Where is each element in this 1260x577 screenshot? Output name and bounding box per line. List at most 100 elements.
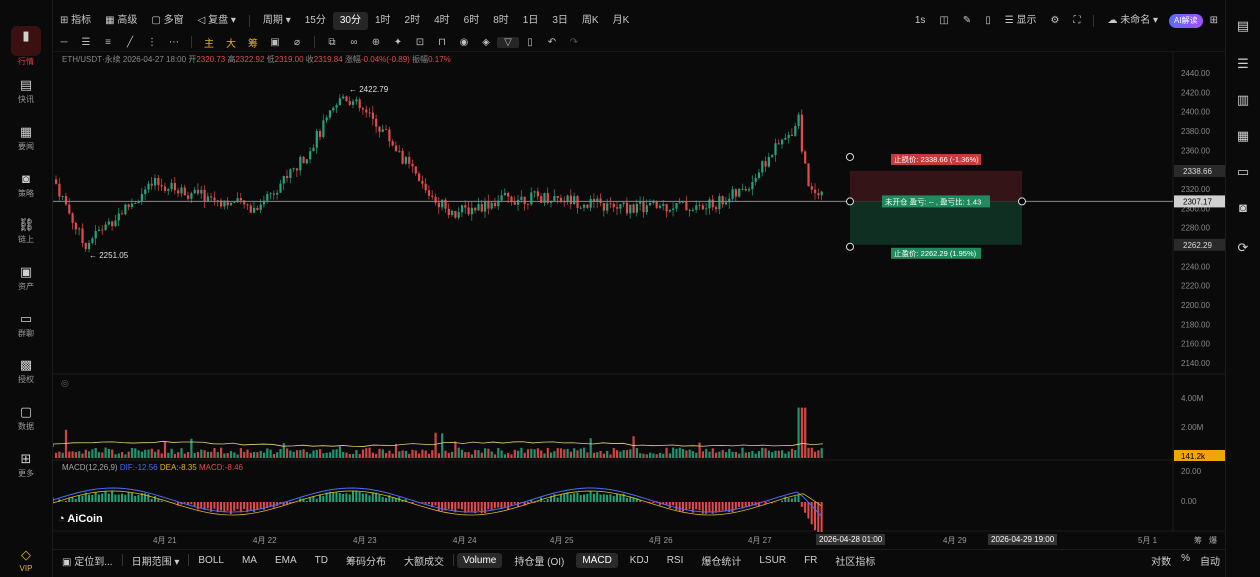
indicator-tab[interactable]: 持仓量 (OI) bbox=[514, 556, 565, 568]
indicator-tab[interactable]: 爆仓统计 bbox=[701, 556, 742, 568]
sidebar-item-onchain[interactable]: ⛓ 链上 bbox=[0, 218, 52, 245]
interval-button[interactable]: 1日 bbox=[522, 15, 539, 26]
indicator-tab[interactable]: Volume bbox=[456, 552, 503, 568]
interval-button[interactable]: 周K bbox=[581, 15, 599, 26]
indicator-tab[interactable]: TD bbox=[314, 554, 328, 566]
chat-icon[interactable]: ▭ bbox=[1236, 164, 1250, 179]
interval-button[interactable]: 月K bbox=[612, 15, 630, 26]
brush-tool-icon[interactable]: ╱ bbox=[126, 36, 134, 48]
interval-button[interactable]: 4时 bbox=[434, 15, 450, 26]
eye-icon[interactable]: ◉ bbox=[459, 36, 469, 48]
fib-tool-icon[interactable]: ⋮ bbox=[147, 36, 157, 48]
copy-icon[interactable]: ⧉ bbox=[328, 36, 336, 48]
percent-scale-button[interactable]: % bbox=[1181, 552, 1190, 564]
channel-tool-icon[interactable]: ≡ bbox=[105, 36, 111, 48]
macd-histogram-bar bbox=[606, 494, 609, 502]
interval-button[interactable]: 8时 bbox=[493, 15, 509, 26]
sidebar-item-data[interactable]: ▢ 数据 bbox=[0, 405, 52, 432]
advanced-button[interactable]: ▦ 高级 bbox=[105, 15, 138, 26]
period-button[interactable]: 周期 ▾ bbox=[262, 15, 291, 26]
document-icon: ▦ bbox=[19, 124, 33, 139]
hlines-tool-icon[interactable]: ☰ bbox=[81, 36, 91, 48]
indicators-button[interactable]: ⊞ 指标 bbox=[60, 15, 92, 26]
sidebar-item-more[interactable]: ⊞ 更多 bbox=[0, 452, 52, 479]
indicator-tab[interactable]: BOLL bbox=[198, 554, 224, 566]
burst-side-label[interactable]: 爆 bbox=[1209, 536, 1217, 545]
indicator-tab[interactable]: FR bbox=[804, 554, 818, 566]
interval-button[interactable]: 6时 bbox=[463, 15, 480, 26]
auto-scale-button[interactable]: 自动 bbox=[1200, 556, 1220, 568]
list-icon[interactable]: ☰ bbox=[1237, 56, 1249, 71]
locate-button[interactable]: ▣ 定位到... bbox=[62, 556, 113, 568]
trash-icon[interactable]: ▯ bbox=[527, 36, 533, 48]
indicator-tab[interactable]: RSI bbox=[666, 554, 684, 566]
lock-icon[interactable]: ⊓ bbox=[438, 36, 446, 48]
date-range-button[interactable]: 日期范围 ▾ bbox=[131, 556, 180, 568]
settings-icon[interactable]: ⚙ bbox=[1050, 15, 1060, 26]
line-tool-icon[interactable]: ─ bbox=[60, 36, 68, 48]
sidebar-item-headlines[interactable]: ▦ 要闻 bbox=[0, 125, 52, 152]
sidebar-item-strategy[interactable]: ◙ 策略 bbox=[0, 172, 52, 199]
zoom-icon[interactable]: ⊕ bbox=[371, 36, 381, 48]
multi-window-button[interactable]: ▢ 多窗 bbox=[151, 15, 184, 26]
sidebar-item-authorize[interactable]: ▩ 授权 bbox=[0, 358, 52, 385]
undo-icon[interactable]: ↶ bbox=[547, 36, 557, 48]
depth-chart-icon[interactable]: ▥ bbox=[1236, 92, 1250, 107]
pen-icon[interactable]: ✎ bbox=[962, 15, 972, 26]
interval-button[interactable]: 2时 bbox=[404, 15, 421, 26]
indicator-tab[interactable]: 筹码分布 bbox=[345, 556, 386, 568]
indicator-tab[interactable]: MACD bbox=[576, 552, 618, 568]
more-tools-icon[interactable]: ⋯ bbox=[169, 36, 179, 48]
eraser-icon[interactable]: ⌀ bbox=[293, 36, 301, 48]
diamond-icon: ◇ bbox=[21, 547, 31, 562]
interval-1s-button[interactable]: 1s bbox=[914, 15, 926, 26]
drag-handle bbox=[846, 152, 854, 161]
sidebar-item-groupchat[interactable]: ▭ 群聊 bbox=[0, 312, 52, 339]
volume-bar bbox=[781, 450, 784, 458]
sidebar-item-market[interactable]: ▮ 行情 bbox=[0, 26, 52, 67]
indicator-tab[interactable]: 大额成交 bbox=[403, 556, 444, 568]
layout-button[interactable]: ☁ 未命名 ▾ bbox=[1107, 15, 1159, 26]
trades-icon[interactable]: ▦ bbox=[1236, 128, 1250, 143]
display-button[interactable]: ☰ 显示 bbox=[1004, 15, 1037, 26]
interval-button[interactable]: 30分 bbox=[332, 12, 368, 30]
order-book-icon[interactable]: ▤ bbox=[1236, 18, 1250, 33]
sidebar-item-news[interactable]: ▤ 快讯 bbox=[0, 78, 52, 105]
refresh-icon[interactable]: ⟳ bbox=[1237, 240, 1249, 255]
replay-button[interactable]: ◁ 复盘 ▾ bbox=[197, 15, 236, 26]
big-order-button[interactable]: 大 bbox=[226, 38, 236, 50]
log-scale-button[interactable]: 对数 bbox=[1151, 556, 1172, 568]
candle-body bbox=[744, 188, 747, 191]
interval-button[interactable]: 15分 bbox=[304, 15, 326, 26]
fullscreen-icon[interactable]: ⛶ bbox=[1073, 15, 1081, 26]
grid-icon[interactable]: ⊞ bbox=[1209, 15, 1218, 26]
note-icon[interactable]: ▯ bbox=[985, 15, 991, 26]
robot-icon[interactable]: ◙ bbox=[1239, 200, 1247, 215]
macd-histogram-bar bbox=[635, 498, 638, 502]
indicator-tab[interactable]: LSUR bbox=[759, 554, 787, 566]
sidebar-item-vip[interactable]: ◇ VIP bbox=[0, 547, 52, 574]
screenshot-icon[interactable]: ▣ bbox=[270, 36, 280, 48]
tag-icon[interactable]: ◈ bbox=[482, 36, 490, 48]
candle-body bbox=[543, 193, 546, 203]
sidebar-item-assets[interactable]: ▣ 资产 bbox=[0, 265, 52, 292]
filter-icon[interactable]: ▽ bbox=[497, 36, 519, 48]
link-icon[interactable]: ∞ bbox=[350, 36, 358, 48]
ai-analysis-button[interactable]: AI解读 bbox=[1169, 14, 1203, 28]
camera-icon[interactable]: ◫ bbox=[939, 15, 949, 26]
chips-side-label[interactable]: 筹 bbox=[1194, 536, 1202, 545]
price-tick-label: 2140.00 bbox=[1181, 359, 1210, 368]
indicator-tab[interactable]: 社区指标 bbox=[835, 556, 876, 568]
indicator-tab[interactable]: KDJ bbox=[629, 554, 649, 566]
redo-icon[interactable]: ↷ bbox=[569, 36, 579, 48]
indicator-tab[interactable]: EMA bbox=[274, 554, 297, 566]
chips-button[interactable]: 筹 bbox=[248, 38, 258, 50]
kline-chart[interactable]: 2440.002420.002400.002380.002360.002340.… bbox=[53, 52, 1225, 532]
measure-icon[interactable]: ⊡ bbox=[415, 36, 425, 48]
interval-button[interactable]: 3日 bbox=[552, 15, 568, 26]
magnet-icon[interactable]: ✦ bbox=[393, 36, 403, 48]
indicator-tab[interactable]: MA bbox=[241, 554, 257, 566]
main-force-button[interactable]: 主 bbox=[204, 38, 214, 50]
interval-group: 15分 30分 1时 2时 4时 6时 8时 1日 3日 周K 月K bbox=[298, 12, 637, 30]
interval-button[interactable]: 1时 bbox=[374, 15, 391, 26]
